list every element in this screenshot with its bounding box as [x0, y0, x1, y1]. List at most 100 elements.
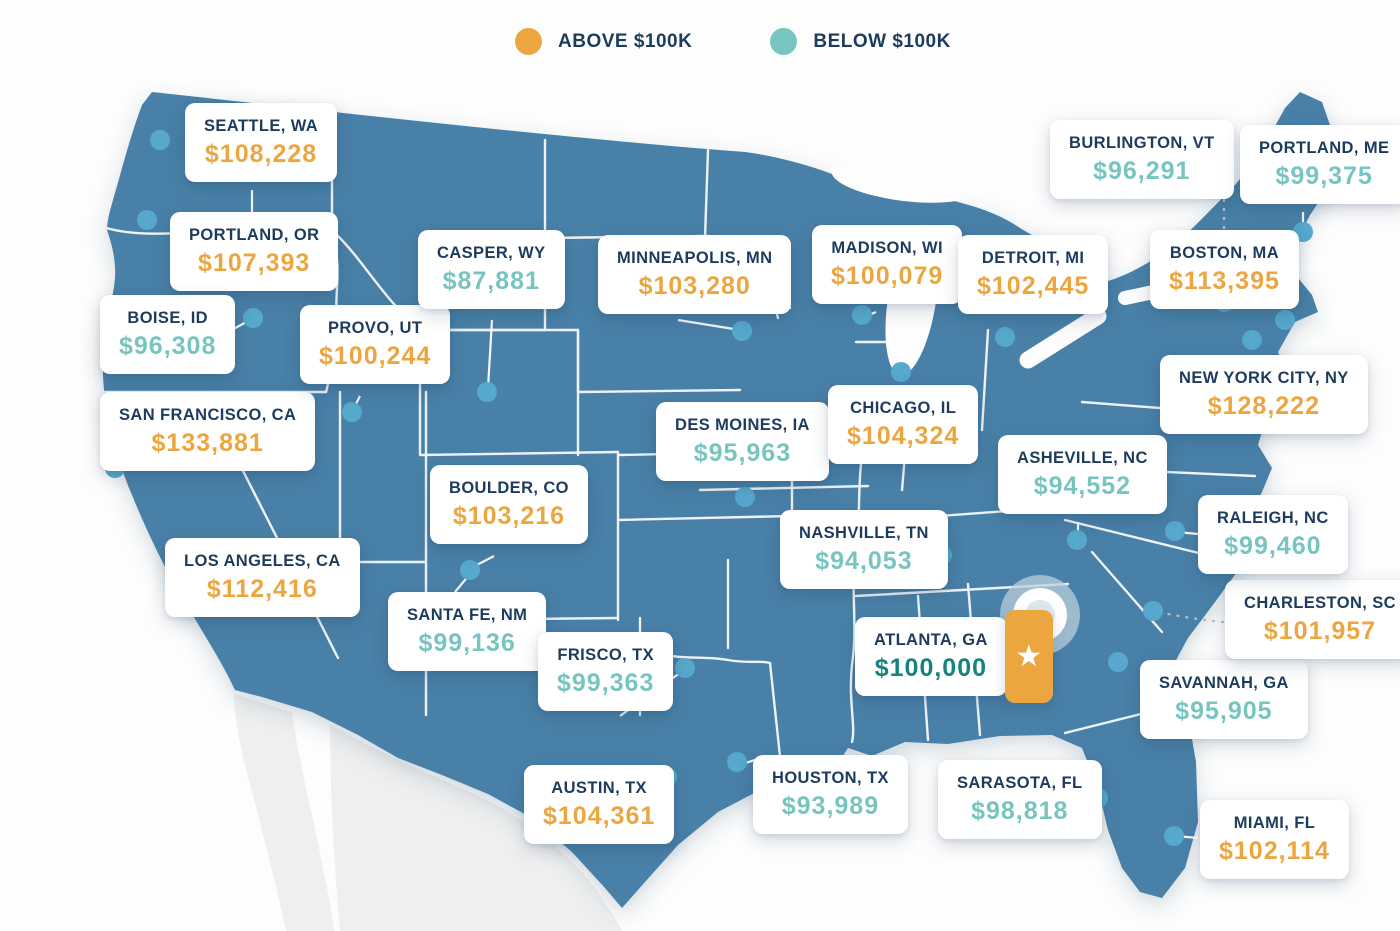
legend-dot-below [770, 28, 798, 55]
city-value: $96,308 [119, 332, 217, 360]
city-value: $102,445 [977, 272, 1090, 300]
city-value: $93,989 [781, 792, 880, 820]
dot-miami [1164, 826, 1184, 846]
city-name: LOS ANGELES, CA [184, 552, 341, 570]
dot-detroit [995, 327, 1015, 347]
city-card-atlanta-ga: ATLANTA, GA $100,000 ★ [855, 610, 1053, 703]
city-card-boise-id: BOISE, ID $96,308 [100, 295, 236, 374]
city-value: $113,395 [1169, 267, 1280, 295]
dot-portland-or [137, 210, 157, 230]
city-name: MADISON, WI [831, 239, 943, 257]
dot-seattle [150, 130, 170, 150]
city-value: $108,228 [204, 140, 318, 168]
dot-new-york [1242, 330, 1262, 350]
city-card-boston-ma: BOSTON, MA $113,395 [1150, 230, 1299, 309]
city-card-raleigh-nc: RALEIGH, NC $99,460 [1198, 495, 1348, 574]
city-card-nashville-tn: NASHVILLE, TN $94,053 [780, 510, 948, 589]
city-name: PROVO, UT [327, 319, 423, 337]
city-card-burlington-vt: BURLINGTON, VT $96,291 [1050, 120, 1234, 199]
city-value: $100,000 [874, 654, 988, 682]
city-card-chicago-il: CHICAGO, IL $104,324 [828, 385, 979, 464]
city-name: DES MOINES, IA [675, 416, 810, 434]
city-value: $102,114 [1219, 837, 1330, 865]
city-card-miami-fl: MIAMI, FL $102,114 [1200, 800, 1349, 879]
city-card-houston-tx: HOUSTON, TX $93,989 [753, 755, 908, 834]
city-value: $133,881 [151, 429, 264, 457]
city-card-des-moines-ia: DES MOINES, IA $95,963 [656, 402, 829, 481]
city-value: $103,280 [638, 272, 751, 300]
legend-dot-above [515, 28, 542, 55]
city-name: CHICAGO, IL [850, 399, 957, 417]
city-value: $95,905 [1175, 697, 1273, 725]
mexico-mainland-shape [330, 724, 622, 931]
dot-casper [477, 382, 497, 402]
city-card-new-york-city-ny: NEW YORK CITY, NY $128,222 [1160, 355, 1368, 434]
city-card-san-francisco-ca: SAN FRANCISCO, CA $133,881 [100, 392, 316, 471]
city-card-frisco-tx: FRISCO, TX $99,363 [538, 632, 674, 711]
legend-label-below: BELOW $100K [813, 30, 951, 52]
city-name: PORTLAND, ME [1259, 139, 1390, 157]
city-card-asheville-nc: ASHEVILLE, NC $94,552 [998, 435, 1167, 514]
city-name: RALEIGH, NC [1217, 509, 1329, 527]
city-name: CHARLESTON, SC [1244, 594, 1396, 612]
city-name: HOUSTON, TX [772, 769, 889, 787]
city-card-austin-tx: AUSTIN, TX $104,361 [524, 765, 675, 844]
baja-peninsula-shape [234, 694, 334, 931]
city-card-los-angeles-ca: LOS ANGELES, CA $112,416 [165, 538, 360, 617]
city-name: ATLANTA, GA [874, 631, 988, 649]
city-name: CASPER, WY [437, 244, 546, 262]
city-card-santa-fe-nm: SANTA FE, NM $99,136 [388, 592, 547, 671]
legend-label-above: ABOVE $100K [558, 30, 693, 52]
dot-boston [1275, 310, 1295, 330]
city-value: $99,460 [1224, 532, 1322, 560]
dot-chicago [891, 362, 911, 382]
dot-savannah [1108, 652, 1128, 672]
dot-frisco [675, 658, 695, 678]
city-value: $100,244 [319, 342, 432, 370]
city-value: $100,079 [831, 262, 944, 290]
city-value: $99,363 [557, 669, 655, 697]
city-value: $99,136 [418, 629, 516, 657]
city-card-boulder-co: BOULDER, CO $103,216 [430, 465, 588, 544]
city-card-madison-wi: MADISON, WI $100,079 [812, 225, 963, 304]
city-value: $95,963 [693, 439, 792, 467]
city-name: BOISE, ID [127, 309, 208, 327]
legend-item-below: BELOW $100K [770, 28, 950, 55]
dot-provo [342, 402, 362, 422]
city-name: MINNEAPOLIS, MN [617, 249, 773, 267]
city-card-portland-or: PORTLAND, OR $107,393 [170, 212, 339, 291]
city-name: SAN FRANCISCO, CA [119, 406, 297, 424]
lake-superior [831, 157, 979, 203]
legend-item-above: ABOVE $100K [515, 28, 692, 55]
city-name: SANTA FE, NM [407, 606, 528, 624]
city-card-casper-wy: CASPER, WY $87,881 [418, 230, 565, 309]
city-value: $99,375 [1275, 162, 1373, 190]
city-card-seattle-wa: SEATTLE, WA $108,228 [185, 103, 338, 182]
city-card-charleston-sc: CHARLESTON, SC $101,957 [1225, 580, 1400, 659]
city-name: NASHVILLE, TN [799, 524, 929, 542]
star-icon: ★ [1015, 639, 1043, 673]
city-value: $94,053 [815, 547, 913, 575]
city-card-sarasota-fl: SARASOTA, FL $98,818 [938, 760, 1102, 839]
city-name: PORTLAND, OR [189, 226, 320, 244]
dot-raleigh [1165, 521, 1185, 541]
city-card-savannah-ga: SAVANNAH, GA $95,905 [1140, 660, 1308, 739]
city-value: $104,324 [847, 422, 960, 450]
city-value: $104,361 [543, 802, 656, 830]
city-name: MIAMI, FL [1233, 814, 1316, 832]
city-value: $107,393 [198, 249, 311, 277]
atlanta-star-tab: ★ [1004, 610, 1053, 703]
city-name: AUSTIN, TX [551, 779, 647, 797]
dot-asheville [1067, 530, 1087, 550]
mexico-shape [234, 694, 622, 931]
city-name: FRISCO, TX [557, 646, 654, 664]
city-name: NEW YORK CITY, NY [1179, 369, 1349, 387]
city-value: $101,957 [1263, 617, 1377, 645]
city-value: $94,552 [1033, 472, 1132, 500]
city-value: $103,216 [452, 502, 566, 530]
lake-erie [1019, 307, 1107, 369]
city-name: DETROIT, MI [981, 249, 1085, 267]
city-value: $98,818 [971, 797, 1069, 825]
